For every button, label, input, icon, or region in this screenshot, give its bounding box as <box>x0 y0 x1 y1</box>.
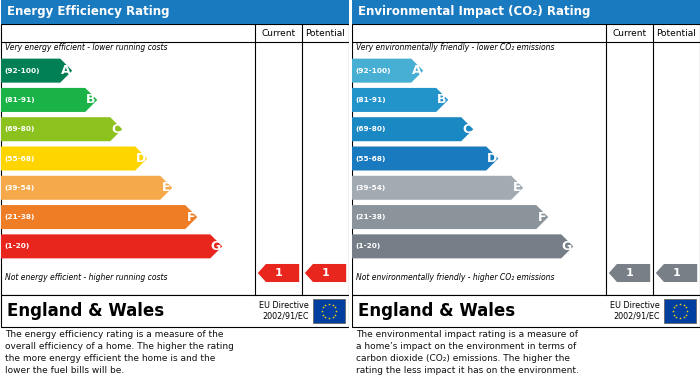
Text: 1: 1 <box>321 268 330 278</box>
Text: F: F <box>186 211 195 224</box>
Text: (21-38): (21-38) <box>4 214 34 220</box>
Polygon shape <box>1 205 197 229</box>
Bar <box>352 0 700 24</box>
Text: (55-68): (55-68) <box>355 156 386 161</box>
Text: (1-20): (1-20) <box>355 243 380 249</box>
Text: Very environmentally friendly - lower CO₂ emissions: Very environmentally friendly - lower CO… <box>356 43 554 52</box>
Text: G: G <box>561 240 572 253</box>
Polygon shape <box>1 176 172 200</box>
Text: C: C <box>462 123 471 136</box>
Polygon shape <box>304 264 346 282</box>
Text: C: C <box>111 123 120 136</box>
Text: 1: 1 <box>626 268 634 278</box>
Text: (81-91): (81-91) <box>4 97 34 103</box>
Bar <box>352 24 700 295</box>
Polygon shape <box>1 234 223 258</box>
Polygon shape <box>352 205 548 229</box>
Polygon shape <box>1 147 147 170</box>
Polygon shape <box>352 147 498 170</box>
Bar <box>664 299 696 323</box>
Text: (92-100): (92-100) <box>355 68 391 74</box>
Polygon shape <box>352 88 448 112</box>
Text: A: A <box>412 64 421 77</box>
Polygon shape <box>656 264 697 282</box>
Text: Not energy efficient - higher running costs: Not energy efficient - higher running co… <box>5 273 167 282</box>
Polygon shape <box>609 264 650 282</box>
Text: (69-80): (69-80) <box>355 126 386 132</box>
Text: (21-38): (21-38) <box>355 214 386 220</box>
Text: EU Directive
2002/91/EC: EU Directive 2002/91/EC <box>610 301 660 321</box>
Text: Very energy efficient - lower running costs: Very energy efficient - lower running co… <box>5 43 167 52</box>
Text: G: G <box>211 240 220 253</box>
Bar <box>352 295 700 327</box>
Bar <box>1 0 349 24</box>
Text: (55-68): (55-68) <box>4 156 34 161</box>
Text: (39-54): (39-54) <box>4 185 34 191</box>
Text: The environmental impact rating is a measure of
a home’s impact on the environme: The environmental impact rating is a mea… <box>356 330 579 375</box>
Polygon shape <box>352 176 524 200</box>
Text: Current: Current <box>612 29 647 38</box>
Polygon shape <box>1 59 72 83</box>
Text: Environmental Impact (CO₂) Rating: Environmental Impact (CO₂) Rating <box>358 5 590 18</box>
Text: (1-20): (1-20) <box>4 243 29 249</box>
Polygon shape <box>352 234 573 258</box>
Text: (69-80): (69-80) <box>4 126 34 132</box>
Text: Not environmentally friendly - higher CO₂ emissions: Not environmentally friendly - higher CO… <box>356 273 554 282</box>
Text: B: B <box>437 93 447 106</box>
Text: A: A <box>61 64 71 77</box>
Text: E: E <box>162 181 170 194</box>
Bar <box>313 299 345 323</box>
Text: B: B <box>86 93 95 106</box>
Text: 1: 1 <box>673 268 680 278</box>
Polygon shape <box>258 264 299 282</box>
Text: England & Wales: England & Wales <box>7 302 164 320</box>
Bar <box>1 24 349 295</box>
Text: E: E <box>512 181 521 194</box>
Text: EU Directive
2002/91/EC: EU Directive 2002/91/EC <box>259 301 309 321</box>
Text: D: D <box>136 152 146 165</box>
Text: (81-91): (81-91) <box>355 97 386 103</box>
Text: D: D <box>486 152 497 165</box>
Text: (92-100): (92-100) <box>4 68 39 74</box>
Text: F: F <box>538 211 546 224</box>
Text: Current: Current <box>261 29 295 38</box>
Text: The energy efficiency rating is a measure of the
overall efficiency of a home. T: The energy efficiency rating is a measur… <box>5 330 234 375</box>
Polygon shape <box>1 117 122 141</box>
Text: England & Wales: England & Wales <box>358 302 515 320</box>
Text: Potential: Potential <box>306 29 345 38</box>
Text: Energy Efficiency Rating: Energy Efficiency Rating <box>7 5 169 18</box>
Bar <box>1 295 349 327</box>
Bar <box>349 0 352 391</box>
Polygon shape <box>352 59 424 83</box>
Text: (39-54): (39-54) <box>355 185 385 191</box>
Polygon shape <box>352 117 473 141</box>
Text: 1: 1 <box>274 268 282 278</box>
Text: Potential: Potential <box>657 29 696 38</box>
Polygon shape <box>1 88 97 112</box>
